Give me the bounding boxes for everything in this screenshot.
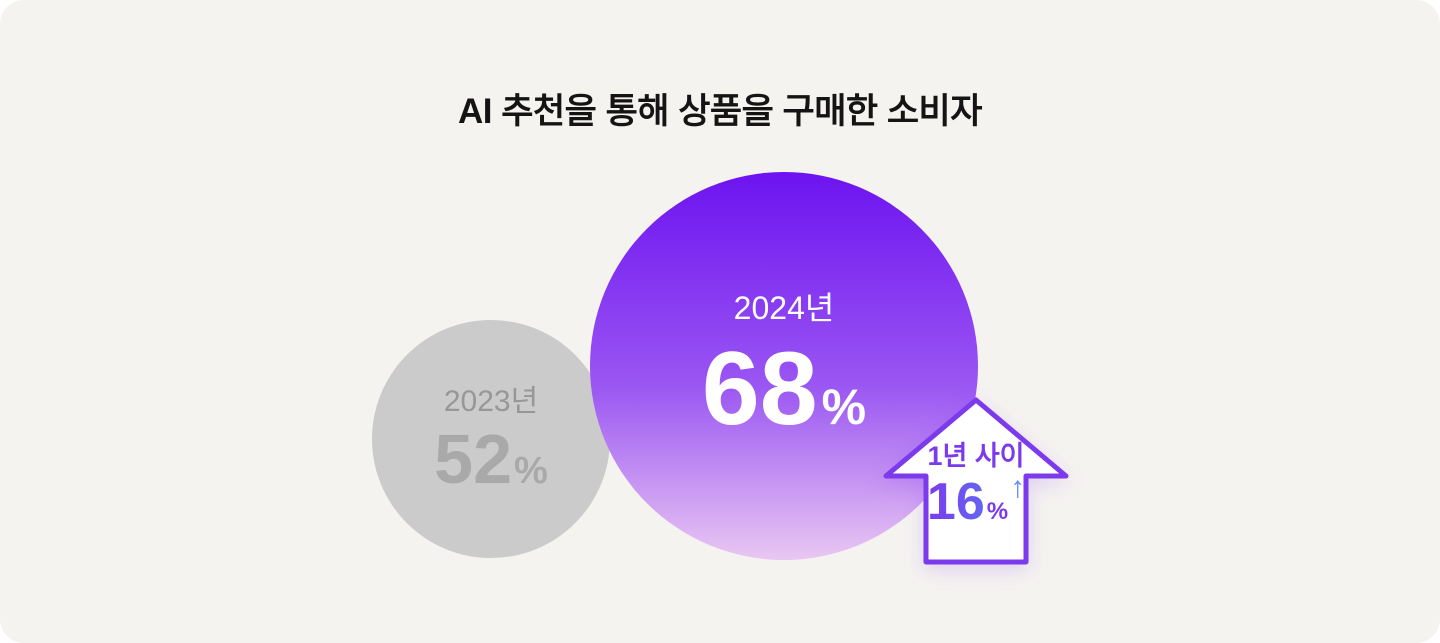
- change-badge-value-unit: %: [986, 498, 1009, 526]
- bubble-2023-value-number: 52: [434, 419, 513, 498]
- up-arrow-badge-shape-icon: [883, 397, 1069, 565]
- bubble-2023-value: 52 %: [434, 424, 548, 494]
- bubble-2024-value-number: 68: [701, 330, 818, 447]
- bubble-2023: 2023년 52 %: [372, 320, 610, 558]
- change-badge-content: 1년 사이 16 % ↑: [878, 440, 1074, 528]
- bubble-2023-value-unit: %: [514, 449, 548, 492]
- change-badge-value: 16 % ↑: [926, 471, 1026, 532]
- bubble-2024-year-label: 2024년: [733, 290, 835, 327]
- change-badge-value-number: 16: [926, 473, 985, 532]
- bubble-2024: 2024년 68 %: [590, 172, 978, 560]
- up-arrow-icon: ↑: [1010, 471, 1026, 505]
- bubble-2024-value-unit: %: [821, 378, 867, 435]
- change-badge: 1년 사이 16 % ↑: [878, 392, 1074, 570]
- chart-title: AI 추천을 통해 상품을 구매한 소비자: [458, 92, 982, 131]
- bubble-2023-year-label: 2023년: [443, 384, 539, 418]
- change-badge-label: 1년 사이: [927, 441, 1025, 471]
- bubble-2024-value: 68 %: [702, 337, 866, 441]
